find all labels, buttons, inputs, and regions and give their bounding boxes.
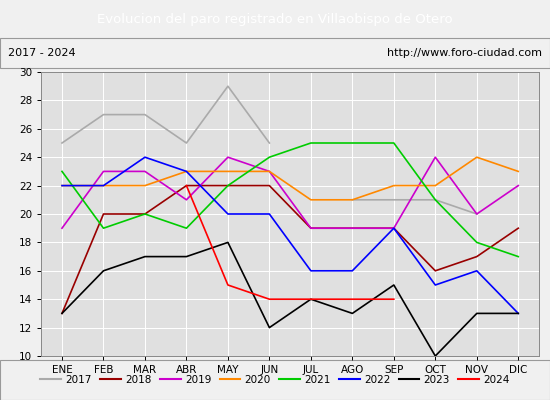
Text: Evolucion del paro registrado en Villaobispo de Otero: Evolucion del paro registrado en Villaob… bbox=[97, 12, 453, 26]
Legend: 2017, 2018, 2019, 2020, 2021, 2022, 2023, 2024: 2017, 2018, 2019, 2020, 2021, 2022, 2023… bbox=[40, 375, 510, 385]
Text: 2017 - 2024: 2017 - 2024 bbox=[8, 48, 76, 58]
Text: http://www.foro-ciudad.com: http://www.foro-ciudad.com bbox=[387, 48, 542, 58]
